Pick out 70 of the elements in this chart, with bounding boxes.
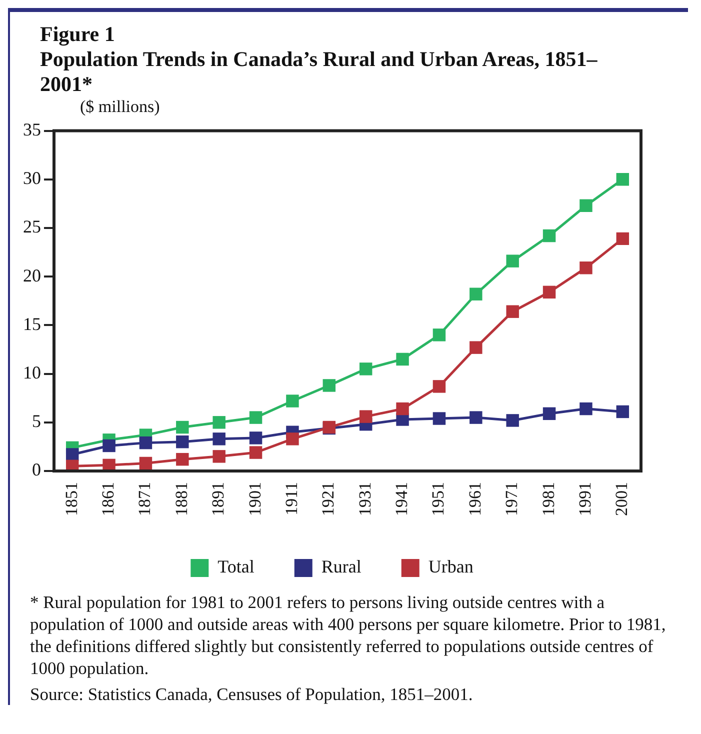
text: * Rural population for 1981 to 2001 refers to persons living outside centres with a population of 1000 and outside areas with 400 persons per square kilometre. Prior to 1981, the definitions differed slightly but consistently referred to populations outside centres of 1000 population. (30, 591, 667, 679)
x-tick-label: 1901 (245, 482, 264, 516)
chart-title: Figure 1 (40, 22, 116, 47)
point (432, 328, 446, 342)
point (616, 232, 630, 246)
point (249, 432, 262, 444)
point (432, 412, 446, 425)
x-tick-label: 1871 (135, 482, 154, 516)
y-tick-label: 15 (23, 314, 41, 334)
point (139, 436, 152, 450)
point (176, 420, 189, 434)
point (580, 402, 592, 416)
y-tick-label: 25 (23, 216, 41, 237)
y-tick-label: 35 (23, 120, 41, 140)
point (176, 435, 189, 448)
point (470, 411, 482, 424)
source-note: Source: Statistics Canada, Censuses of Population, 1851–2001. (30, 683, 474, 705)
point (212, 416, 226, 429)
point (506, 254, 519, 268)
x-tick-label: 1951 (428, 482, 448, 516)
y-tick-label: 30 (23, 168, 41, 188)
point (432, 380, 446, 393)
x-tick-label: 1931 (355, 482, 374, 516)
x-tick-label: 1941 (392, 482, 411, 516)
x-tick-label: 1891 (208, 482, 228, 516)
point (66, 448, 79, 461)
y-tick-label: 20 (23, 265, 41, 286)
x-tick-label: 1911 (282, 482, 301, 516)
y-tick-label: 5 (32, 411, 41, 432)
point (286, 394, 299, 408)
legend-label: Urban (428, 556, 474, 577)
point (506, 414, 519, 427)
x-tick-label: 1961 (465, 482, 484, 516)
point (212, 432, 226, 446)
point (396, 402, 409, 416)
point (542, 286, 556, 299)
x-tick-label: 1991 (575, 482, 594, 516)
point (359, 362, 372, 376)
point (542, 407, 556, 420)
point (249, 446, 262, 459)
point (102, 439, 116, 452)
point (139, 456, 152, 470)
point (616, 405, 630, 418)
x-tick-label: 1981 (538, 482, 558, 516)
chart-subtitle: Population Trends in Canada’s Rural and Urban Areas, 1851–2001* (40, 47, 598, 97)
point (322, 379, 336, 392)
point (542, 229, 556, 242)
x-tick-label: 1851 (62, 482, 81, 516)
point (359, 410, 372, 423)
point (616, 173, 630, 186)
y-tick-label: 0 (32, 460, 41, 480)
legend-label: Rural (321, 556, 362, 577)
point (580, 261, 592, 274)
point (249, 411, 262, 424)
y-tick-label: 10 (23, 362, 41, 383)
x-tick-label: 1861 (98, 482, 118, 516)
point (580, 199, 592, 212)
point (396, 352, 409, 366)
point (286, 432, 299, 446)
x-tick-label: 1881 (172, 482, 191, 516)
x-tick-label: 1921 (318, 482, 338, 516)
point (212, 450, 226, 463)
legend-label: Total (218, 556, 254, 577)
point (506, 305, 519, 318)
y-axis-title: ($ millions) (79, 97, 161, 117)
x-tick-label: 1971 (502, 482, 522, 516)
point (470, 341, 482, 354)
point (176, 452, 189, 466)
point (470, 288, 482, 300)
x-tick-label: 2001 (612, 482, 632, 516)
